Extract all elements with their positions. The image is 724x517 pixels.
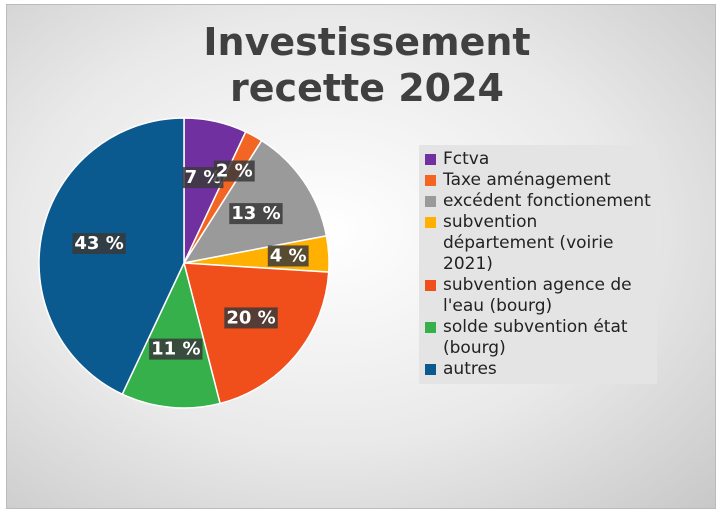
data-label-bg	[229, 203, 283, 225]
data-label: 11 %	[151, 339, 200, 360]
data-label-group: 4 %	[267, 245, 309, 267]
pie-slice	[121, 260, 221, 409]
legend-item: subvention département (voirie 2021)	[425, 212, 651, 275]
legend-label: Taxe aménagement	[443, 170, 611, 190]
data-label-group: 2 %	[213, 160, 255, 182]
legend-label: subvention département (voirie 2021)	[443, 212, 614, 274]
data-label: 2 %	[216, 161, 253, 182]
data-label-group: 11 %	[149, 338, 203, 360]
data-label-bg	[213, 160, 255, 182]
legend-swatch	[425, 175, 436, 186]
legend-item: Taxe aménagement	[425, 170, 651, 191]
legend-item: solde subvention état (bourg)	[425, 317, 651, 359]
legend-swatch	[425, 196, 436, 207]
legend-label: excédent fonctionement	[443, 191, 651, 211]
data-label: 43 %	[74, 233, 123, 254]
legend-item: autres	[425, 359, 651, 380]
legend-label: Fctva	[443, 149, 490, 169]
legend-label: subvention agence de l'eau (bourg)	[443, 275, 632, 316]
legend-item: excédent fonctionement	[425, 191, 651, 212]
data-label-bg	[149, 338, 203, 360]
pie-slice	[38, 117, 185, 396]
data-label-bg	[267, 245, 309, 267]
legend-swatch	[425, 280, 436, 291]
legend-label: autres	[443, 359, 497, 379]
pie-slice	[183, 262, 330, 405]
data-label: 7 %	[185, 167, 222, 188]
data-label: 13 %	[231, 203, 280, 224]
legend-item: Fctva	[425, 149, 651, 170]
legend-swatch	[425, 217, 436, 228]
legend-swatch	[425, 322, 436, 333]
chart: 7 %2 % 13 % 4 % 20 % 11 % 43 %	[38, 117, 330, 409]
data-label-group: 43 %	[72, 233, 126, 255]
data-label-group: 13 %	[229, 203, 283, 225]
data-label-group: 7 %	[182, 167, 224, 189]
legend-swatch	[425, 154, 436, 165]
data-label: 20 %	[226, 307, 275, 328]
legend-label: solde subvention état (bourg)	[443, 317, 628, 358]
data-label-bg	[182, 167, 224, 189]
data-label-bg	[224, 307, 278, 329]
pie-slice	[182, 139, 328, 265]
data-label-group: 20 %	[224, 307, 278, 329]
chart-title: Investissement recette 2024	[203, 20, 531, 110]
chart-card: 7 % 2 % 13 % 4 % 20 % 11 % 43 % Investissement…	[6, 4, 716, 509]
legend-swatch	[425, 364, 436, 375]
data-label-bg	[72, 233, 126, 255]
data-label: 4 %	[270, 245, 307, 266]
legend: Fctva Taxe aménagement excédent fonctionem…	[419, 145, 657, 384]
legend-item: subvention agence de l'eau (bourg)	[425, 275, 651, 317]
